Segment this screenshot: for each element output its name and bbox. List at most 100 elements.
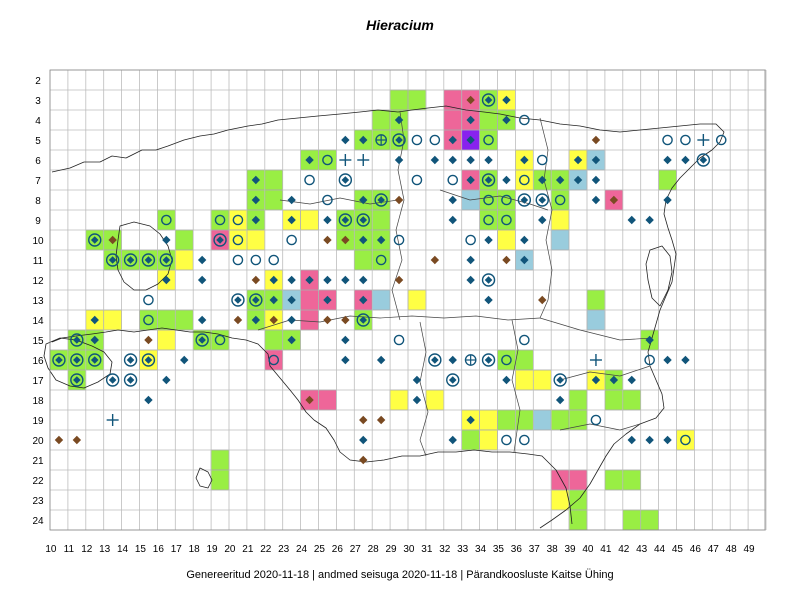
marker-diamond — [162, 375, 171, 385]
grid-cell-yellow — [533, 369, 552, 391]
marker-circle-diamond — [231, 293, 245, 307]
grid-cell-green — [264, 329, 283, 351]
marker-circle — [519, 334, 530, 346]
marker-circle — [483, 194, 494, 206]
marker-circle — [161, 214, 172, 226]
marker-diamond-brown — [144, 335, 153, 345]
marker-circle — [590, 414, 602, 426]
marker-circle-diamond — [392, 133, 406, 147]
marker-diamond — [376, 355, 386, 365]
marker-diamond — [323, 215, 332, 225]
marker-diamond-brown — [591, 135, 601, 145]
x-tick-label: 13 — [99, 544, 111, 555]
grid-cell-green — [407, 89, 427, 111]
marker-circle — [411, 174, 423, 186]
grid-cell-blue — [371, 289, 391, 311]
grid-cell-yellow — [407, 289, 427, 311]
marker-circle-diamond — [105, 253, 120, 267]
marker-circle-diamond — [338, 173, 353, 187]
marker-circle-diamond — [195, 333, 209, 347]
marker-circle-diamond — [356, 213, 370, 227]
y-tick-label: 12 — [32, 276, 44, 287]
marker-diamond — [287, 275, 296, 285]
island-west — [115, 221, 173, 291]
marker-diamond-brown — [502, 255, 511, 265]
marker-circle-diamond — [696, 153, 711, 167]
marker-diamond — [466, 255, 475, 265]
x-tick-label: 25 — [314, 544, 326, 555]
grid-cell-green — [497, 349, 516, 371]
x-tick-label: 48 — [726, 544, 738, 555]
grid-cell-green — [371, 249, 391, 271]
x-tick-label: 37 — [529, 544, 541, 555]
county-border-5 — [539, 317, 653, 341]
marker-diamond — [394, 155, 404, 165]
marker-diamond — [359, 435, 368, 445]
grid-cell-green — [658, 169, 677, 191]
marker-circle — [322, 154, 333, 166]
marker-diamond — [466, 115, 475, 125]
grid-cell-green — [318, 149, 337, 171]
marker-diamond — [197, 275, 207, 285]
x-tick-label: 40 — [582, 544, 594, 555]
marker-circle — [214, 214, 226, 226]
grid-cell-yellow — [300, 209, 319, 231]
marker-diamond — [341, 135, 350, 145]
marker-diamond — [627, 435, 636, 445]
grid-cell-blue — [586, 309, 606, 331]
x-tick-label: 21 — [242, 544, 254, 555]
marker-circle — [214, 334, 226, 346]
marker-diamond — [305, 155, 314, 165]
marker-circle — [393, 334, 405, 346]
grid-cell-yellow — [550, 209, 570, 231]
marker-circle — [680, 434, 691, 446]
grid-cell-pink — [568, 469, 588, 491]
marker-diamond — [412, 375, 422, 385]
marker-diamond — [323, 275, 332, 285]
island-small — [195, 467, 213, 489]
marker-diamond-brown — [466, 95, 475, 105]
x-tick-label: 10 — [45, 544, 57, 555]
grid-cell-green — [210, 469, 230, 491]
y-tick-label: 6 — [35, 156, 41, 167]
marker-diamond — [359, 275, 368, 285]
marker-circle — [483, 134, 494, 146]
grid-cell-yellow — [246, 229, 266, 251]
grid-cell-yellow — [103, 309, 122, 331]
marker-diamond — [359, 135, 368, 145]
marker-diamond — [627, 215, 636, 225]
y-tick-label: 2 — [35, 76, 41, 87]
marker-diamond — [466, 135, 475, 145]
marker-circle — [232, 214, 244, 226]
marker-circle — [322, 194, 333, 206]
x-tick-label: 17 — [171, 544, 183, 555]
marker-diamond — [502, 175, 511, 185]
x-tick-label: 38 — [547, 544, 559, 555]
marker-circle-diamond — [481, 273, 496, 287]
marker-diamond — [287, 335, 296, 345]
grid-cell-green — [604, 469, 624, 491]
x-tick-label: 29 — [385, 544, 397, 555]
grid-cell-green — [497, 189, 516, 211]
x-tick-label: 24 — [296, 544, 308, 555]
county-border-10 — [559, 423, 641, 431]
marker-diamond — [466, 415, 475, 425]
y-tick-label: 18 — [32, 396, 44, 407]
x-axis-labels: 10 11 12 13 14 15 16 17 18 19 20 21 22 23 24 25 26 27 28 29… — [45, 544, 755, 555]
marker-diamond — [484, 235, 493, 245]
grid-cell-pink — [550, 469, 570, 491]
marker-circle — [393, 234, 405, 246]
marker-circle — [447, 174, 459, 186]
x-tick-label: 15 — [135, 544, 147, 555]
marker-diamond — [341, 275, 350, 285]
county-border-8 — [279, 197, 399, 205]
y-tick-label: 24 — [32, 516, 44, 527]
marker-circle-cross — [375, 134, 387, 146]
marker-diamond — [573, 155, 583, 165]
marker-circle — [644, 354, 655, 366]
marker-diamond — [520, 155, 529, 165]
marker-diamond — [573, 175, 583, 185]
map-title: Hieracium — [366, 17, 434, 33]
grid-cell-green — [371, 109, 391, 131]
marker-circle-diamond — [88, 233, 102, 247]
